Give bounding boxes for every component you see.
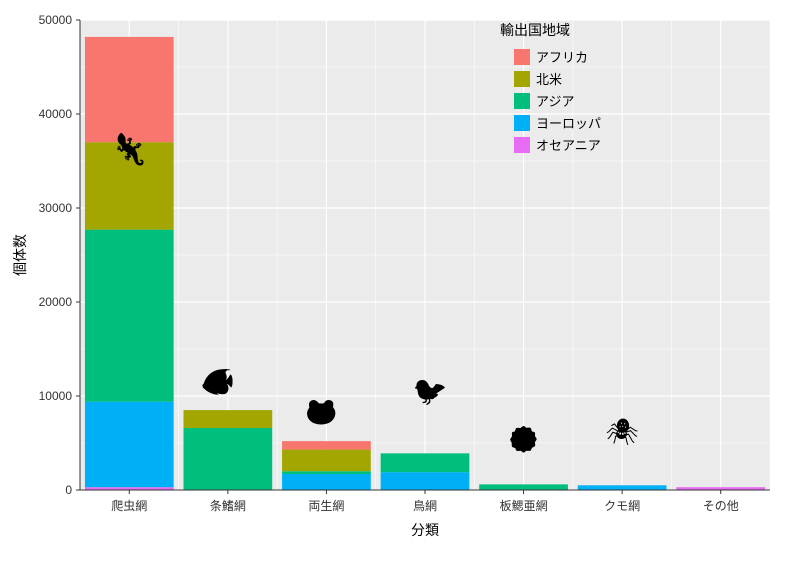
legend-swatch bbox=[514, 71, 530, 87]
gecko-icon: 🦎 bbox=[111, 132, 148, 167]
stacked-bar-chart: 0 10000 20000 30000 40000 50000 爬虫網 条鰭網 両生網 鳥網 板鰓亜… bbox=[0, 0, 798, 563]
frog-icon: 🐸 bbox=[305, 396, 337, 426]
legend-label: ヨーロッパ bbox=[536, 116, 601, 131]
x-tick-label: 板鰓亜網 bbox=[500, 499, 548, 513]
x-tick-label: クモ網 bbox=[604, 499, 640, 513]
x-tick-label: 爬虫網 bbox=[111, 499, 147, 513]
legend-label: 北米 bbox=[536, 72, 562, 87]
x-tick-label: 条鰭網 bbox=[210, 499, 246, 513]
legend-swatch bbox=[514, 93, 530, 109]
x-tick-label: 鳥網 bbox=[413, 498, 437, 513]
bar-segment bbox=[578, 485, 667, 490]
bar-segment bbox=[282, 471, 371, 474]
bar-segment bbox=[85, 402, 174, 488]
legend-label: アフリカ bbox=[536, 50, 588, 65]
bar-segment bbox=[381, 453, 470, 472]
bar-segment bbox=[282, 441, 371, 449]
legend-swatch bbox=[514, 115, 530, 131]
y-axis-label: 個体数 bbox=[12, 234, 28, 276]
x-tick-label: 両生網 bbox=[308, 499, 344, 513]
spider-icon: 🕷 bbox=[606, 416, 639, 446]
legend-label: アジア bbox=[536, 94, 574, 109]
y-tick-label: 30000 bbox=[39, 201, 73, 215]
y-tick-label: 20000 bbox=[39, 295, 73, 309]
bar-segment bbox=[381, 472, 470, 490]
bar-segment bbox=[85, 230, 174, 402]
x-axis-label: 分類 bbox=[411, 522, 439, 538]
bird-icon: 🐦 bbox=[413, 376, 448, 407]
chart-container: 0 10000 20000 30000 40000 50000 爬虫網 条鰭網 両生網 鳥網 板鰓亜… bbox=[0, 0, 798, 563]
y-tick-label: 50000 bbox=[39, 13, 73, 27]
bar-segment bbox=[479, 484, 568, 490]
legend-title: 輸出国地域 bbox=[500, 22, 570, 38]
bar-segment bbox=[282, 474, 371, 490]
fish-icon: 🐠 bbox=[200, 366, 235, 397]
ray-icon: 🍥 bbox=[509, 425, 539, 453]
bar-segment bbox=[282, 450, 371, 472]
bar-segment bbox=[85, 37, 174, 142]
y-tick-label: 40000 bbox=[39, 107, 73, 121]
bar-segment bbox=[184, 428, 273, 490]
y-tick-label: 0 bbox=[65, 483, 72, 497]
legend-label: オセアニア bbox=[536, 138, 601, 153]
y-tick-label: 10000 bbox=[39, 389, 73, 403]
x-tick-label: その他 bbox=[703, 499, 739, 513]
legend-swatch bbox=[514, 137, 530, 153]
bar-segment bbox=[184, 410, 273, 428]
legend-swatch bbox=[514, 49, 530, 65]
